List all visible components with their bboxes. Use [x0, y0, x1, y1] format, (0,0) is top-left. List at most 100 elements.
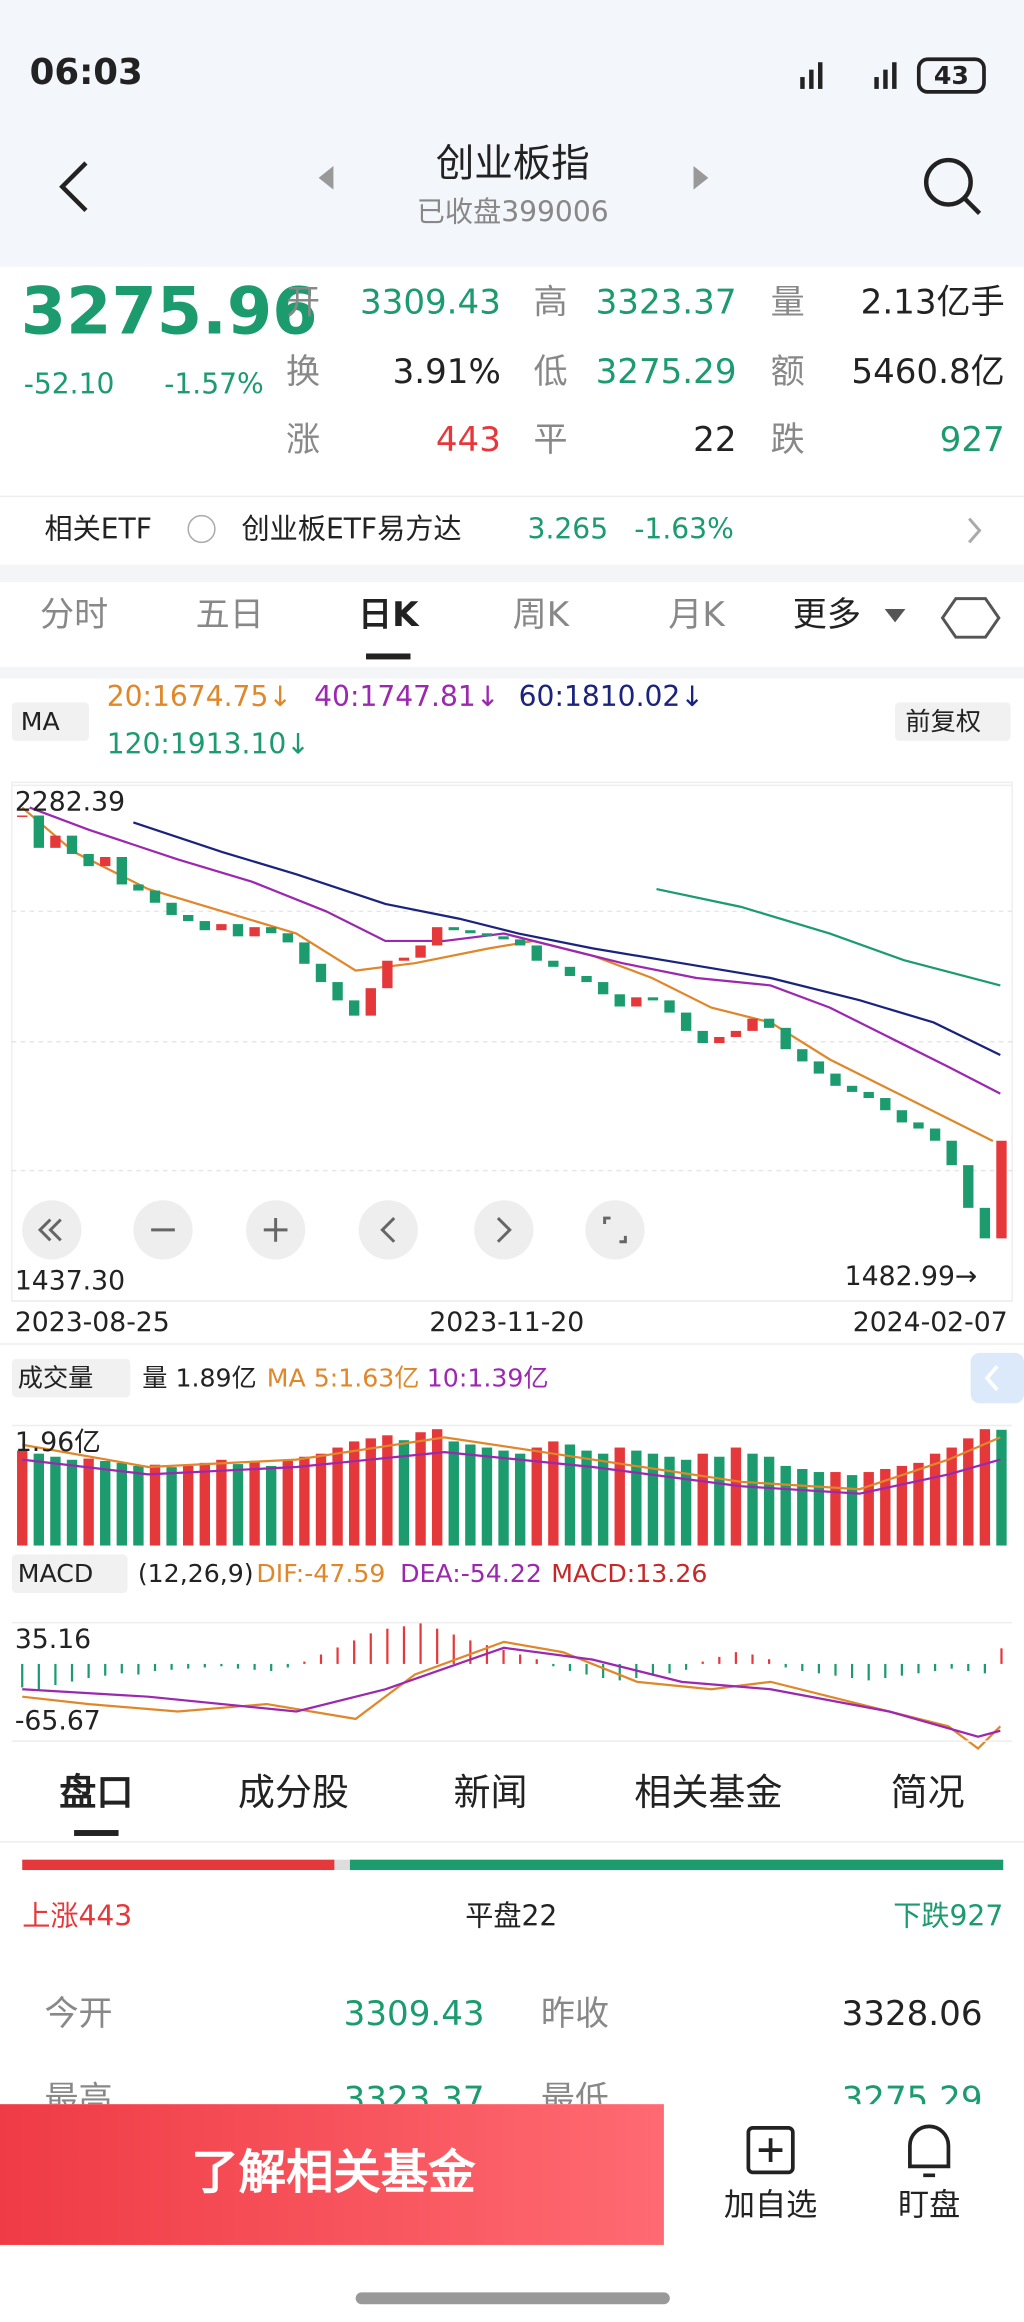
label: 高: [533, 282, 567, 322]
value: 3.91%: [393, 352, 501, 392]
volume-bar: [266, 1465, 277, 1546]
candle: [315, 963, 327, 983]
breadth-down-bar: [349, 1859, 1004, 1871]
candle: [50, 835, 61, 848]
ma60: 60:1810.02↓: [519, 680, 704, 713]
side-tab-icon: [984, 1365, 999, 1392]
candle: [780, 1027, 791, 1050]
etf-price: 3.265: [528, 512, 609, 545]
breadth-down: 下跌927: [893, 1899, 1003, 1932]
tab-active[interactable]: 盘口: [59, 1771, 133, 1814]
tab[interactable]: 相关基金: [634, 1771, 782, 1814]
label: 换: [286, 352, 320, 392]
back-button[interactable]: [59, 161, 88, 212]
volume-bar: [564, 1444, 576, 1546]
tab[interactable]: 五日: [196, 595, 264, 635]
ma-selector[interactable]: [11, 702, 89, 741]
candle: [415, 945, 426, 958]
volume-bar: [216, 1459, 227, 1546]
ma120: 120:1913.10↓: [107, 727, 310, 760]
tab[interactable]: 新闻: [453, 1771, 527, 1814]
tab-active[interactable]: 日K: [358, 595, 420, 635]
volume-bar: [33, 1453, 45, 1546]
nav-button[interactable]: [474, 1200, 534, 1260]
volume-bar: [17, 1450, 28, 1546]
volume-bar: [531, 1447, 542, 1546]
tab[interactable]: 分时: [40, 595, 108, 635]
change: -52.10: [24, 367, 115, 400]
volume-bar: [398, 1440, 410, 1546]
candle: [763, 1018, 775, 1028]
tab[interactable]: 成分股: [238, 1771, 349, 1814]
candle: [597, 982, 609, 995]
candle: [100, 856, 111, 867]
volume-selector[interactable]: [11, 1358, 131, 1398]
macd-value: MACD:13.26: [551, 1559, 707, 1588]
breadth-up: 上涨443: [22, 1899, 132, 1932]
search-button[interactable]: [923, 157, 982, 215]
candle: [299, 942, 310, 964]
volume-bar: [282, 1461, 293, 1546]
fund-button[interactable]: [0, 2104, 664, 2245]
candle: [697, 1030, 708, 1044]
tab[interactable]: 周K: [513, 595, 571, 635]
tab-more[interactable]: 更多: [793, 595, 861, 635]
nav-button[interactable]: [358, 1200, 418, 1260]
volume-bar: [996, 1429, 1007, 1546]
volume-bar: [514, 1453, 526, 1546]
candle: [17, 815, 28, 817]
volume-bar: [199, 1462, 210, 1546]
label: 平: [533, 420, 567, 460]
title: 创业板指: [436, 141, 590, 186]
monitor-icon[interactable]: [908, 2124, 951, 2178]
etf-row[interactable]: 相关ETF 创业板ETF易方达 3.265 -1.63%: [44, 512, 982, 545]
candle: [348, 1000, 360, 1016]
volume-bar: [100, 1461, 111, 1546]
volume-bar: [780, 1465, 791, 1546]
candle: [680, 1012, 692, 1031]
tab-underline: [74, 1830, 119, 1836]
breadth-bar: [22, 1859, 1004, 1871]
candle: [481, 933, 493, 937]
watch-icon[interactable]: [746, 2126, 795, 2175]
candle: [465, 930, 476, 934]
volume-bar: [896, 1465, 908, 1546]
candle: [996, 1140, 1007, 1239]
label: 跌: [771, 420, 805, 460]
candle: [830, 1073, 841, 1086]
nav-button[interactable]: [585, 1200, 645, 1260]
candle: [979, 1207, 991, 1239]
macd-dea: DEA:-54.22: [400, 1559, 542, 1588]
candle: [797, 1049, 808, 1062]
volume-bar: [83, 1458, 94, 1546]
breadth-flat-bar: [334, 1859, 350, 1871]
candle: [913, 1122, 924, 1129]
volume-bar: [315, 1453, 327, 1546]
ma-selector-label: MA: [21, 707, 61, 736]
candle: [232, 924, 244, 937]
macd-selector[interactable]: [11, 1554, 128, 1593]
volume-bar: [929, 1453, 941, 1546]
settings-icon[interactable]: [940, 597, 1001, 639]
volume-bar: [133, 1465, 144, 1546]
inner-grid: [11, 910, 1013, 1172]
side-tab[interactable]: [970, 1352, 1024, 1404]
volume-bar: [415, 1432, 426, 1546]
volume-bar: [597, 1453, 609, 1546]
candle: [365, 988, 376, 1016]
tab[interactable]: 简况: [891, 1771, 965, 1814]
gap: [0, 564, 1024, 583]
value: 3275.29: [596, 352, 737, 392]
volume-bar: [730, 1447, 742, 1546]
detail-label: 昨收: [541, 1994, 609, 2034]
candle: [33, 815, 45, 848]
volume-bar: [647, 1453, 659, 1546]
price: 3275.96: [21, 274, 318, 350]
header-bg: [0, 0, 1024, 267]
y-tick-label: 2282.39: [15, 787, 125, 818]
adjust-selector[interactable]: [895, 702, 1011, 741]
candle: [880, 1098, 891, 1111]
volume-bar: [382, 1435, 393, 1546]
volume-bar: [448, 1441, 459, 1546]
tab[interactable]: 月K: [668, 595, 726, 635]
